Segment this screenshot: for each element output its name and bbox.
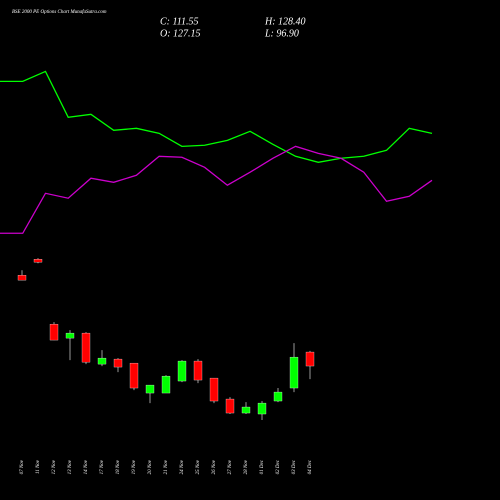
low-label: L: 96.90 <box>264 28 299 39</box>
x-tick-label: 12 Nov <box>52 459 57 474</box>
x-tick-label: 13 Nov <box>68 459 73 474</box>
candle-body <box>225 398 235 414</box>
candle-body <box>113 358 123 368</box>
candle-body <box>177 360 187 382</box>
candle-body <box>145 384 155 394</box>
x-tick-label: 07 Nov <box>20 459 25 474</box>
candle-body <box>209 377 219 402</box>
candle-body <box>33 259 43 263</box>
candle-body <box>241 406 251 414</box>
indicator-line <box>0 145 433 234</box>
candle-body <box>129 362 139 389</box>
candle-body <box>65 332 75 339</box>
x-tick-label: 27 Nov <box>228 459 233 474</box>
indicator-line <box>0 70 433 163</box>
x-tick-label: 11 Nov <box>36 459 41 474</box>
high-label: H: 128.40 <box>264 16 306 27</box>
candle-body <box>305 351 315 367</box>
candle-body <box>273 391 283 402</box>
x-tick-label: 17 Nov <box>100 459 105 474</box>
x-tick-label: 01 Dec <box>260 459 265 474</box>
x-tick-label: 14 Nov <box>84 459 89 474</box>
x-tick-label: 03 Dec <box>292 459 297 474</box>
x-tick-label: 02 Dec <box>276 459 281 474</box>
x-tick-label: 28 Nov <box>244 459 249 474</box>
candle-body <box>193 360 203 381</box>
x-tick-label: 25 Nov <box>196 459 201 474</box>
x-tick-label: 26 Nov <box>212 459 217 474</box>
open-label: O: 127.15 <box>160 28 201 39</box>
x-tick-label: 24 Nov <box>180 459 185 474</box>
candle-body <box>81 332 91 363</box>
candle-body <box>289 356 299 389</box>
x-tick-label: 19 Nov <box>132 459 137 474</box>
chart-title: BSE 2000 PE Options Chart MunafaSutra.co… <box>12 10 107 15</box>
candle-body <box>161 375 171 394</box>
x-tick-label: 18 Nov <box>116 459 121 474</box>
close-label: C: 111.55 <box>160 16 199 27</box>
candle-body <box>257 402 267 415</box>
candle-body <box>17 275 27 281</box>
x-tick-label: 20 Nov <box>148 459 153 474</box>
candle-body <box>97 357 107 365</box>
candle-body <box>49 323 59 341</box>
x-tick-label: 21 Nov <box>164 459 169 474</box>
x-tick-label: 04 Dec <box>308 459 313 474</box>
